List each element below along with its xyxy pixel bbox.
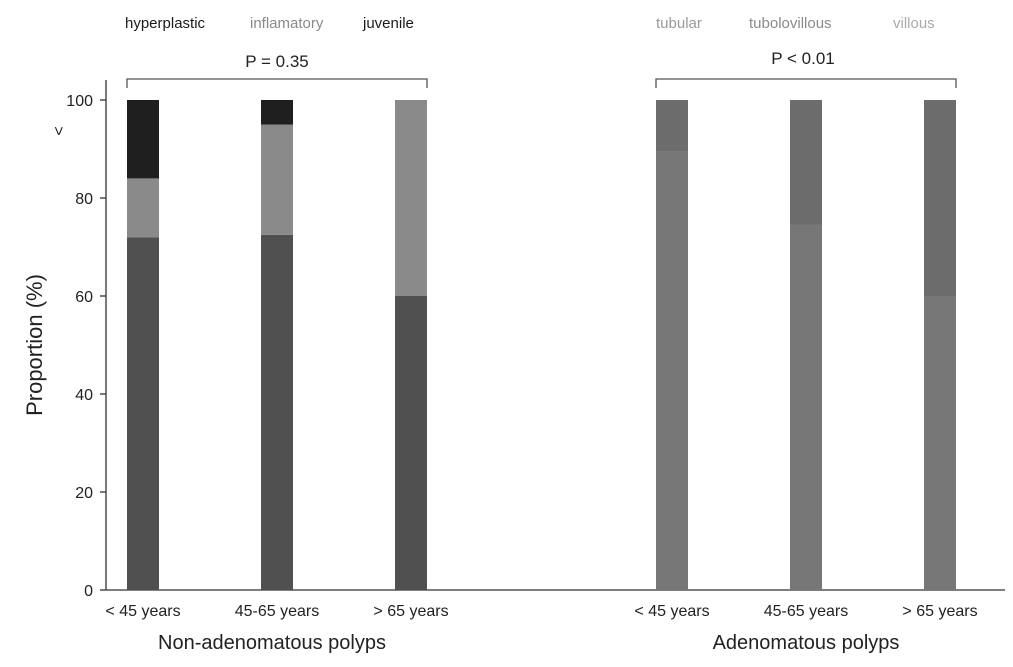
bar-segment-inflamatory [127, 178, 159, 238]
bar-segment-tubular [924, 296, 956, 590]
bar-segment-hyperplastic [127, 237, 159, 590]
y-tick-label: 60 [75, 289, 93, 306]
x-category-label: 45-65 years [235, 603, 320, 620]
bar-segment-tubular [656, 151, 688, 590]
p-bracket-right [655, 78, 957, 88]
bar-segment-juvenile [127, 100, 159, 179]
p-bracket-left [126, 78, 428, 88]
bar-segment-tubolovillous [790, 100, 822, 225]
y-tick-label: 80 [75, 191, 93, 208]
group-label-non-adenomatous: Non-adenomatous polyps [158, 632, 386, 654]
bar-segment-tubolovillous [924, 100, 956, 296]
y-axis-marker: < [51, 126, 68, 135]
legend-inflamatory: inflamatory [250, 15, 324, 32]
y-tick-label: 20 [75, 485, 93, 502]
bar-segment-hyperplastic [395, 296, 427, 590]
x-category-label: 45-65 years [764, 603, 849, 620]
x-category-label: < 45 years [634, 603, 709, 620]
y-axis-label: Proportion (%) [22, 274, 47, 416]
legend-tubolovillous: tubolovillous [749, 15, 832, 32]
y-tick-label: 40 [75, 387, 93, 404]
bar-segment-juvenile [261, 100, 293, 125]
legend-juvenile: juvenile [362, 15, 414, 32]
legend-tubular: tubular [656, 15, 702, 32]
bar-segment-inflamatory [395, 100, 427, 296]
bar-segment-tubolovillous [656, 100, 688, 152]
x-category-label: < 45 years [105, 603, 180, 620]
group-label-adenomatous: Adenomatous polyps [713, 632, 900, 654]
bar-segment-inflamatory [261, 124, 293, 235]
legend-hyperplastic: hyperplastic [125, 15, 206, 32]
y-tick-label: 100 [66, 93, 93, 110]
p-value-left: P = 0.35 [245, 52, 309, 71]
x-category-label: > 65 years [902, 603, 977, 620]
p-value-right: P < 0.01 [771, 49, 835, 68]
bar-segment-hyperplastic [261, 234, 293, 590]
x-category-label: > 65 years [373, 603, 448, 620]
bar-segment-tubular [790, 224, 822, 590]
legend-villous: villous [893, 15, 935, 32]
y-tick-label: 0 [84, 583, 93, 600]
